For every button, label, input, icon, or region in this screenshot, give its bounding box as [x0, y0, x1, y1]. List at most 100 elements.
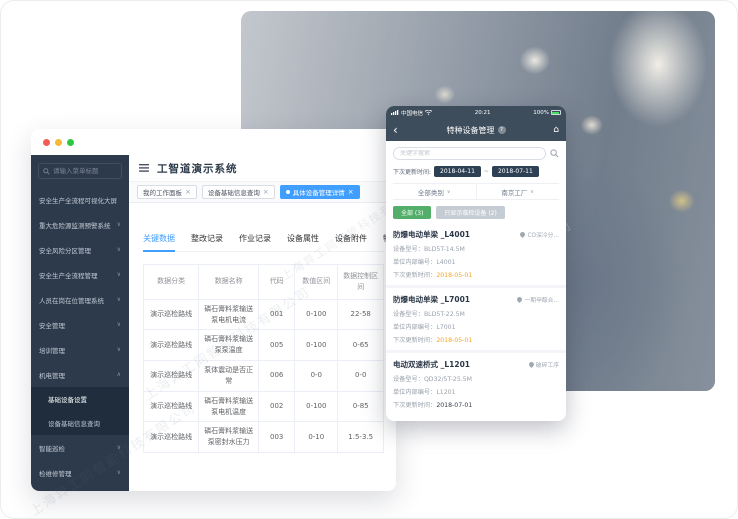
signal-icon — [391, 110, 399, 115]
carrier-label: 中国电信 — [401, 110, 424, 117]
keyword-search-field[interactable] — [393, 147, 546, 160]
open-tab-label: 设备基础信息查询 — [207, 189, 260, 197]
sidebar: 安全生产全流程可视化大屏重大危险源监测预警系统∨安全风险分区管理∨安全生产全流程… — [31, 155, 129, 491]
table-cell: 0-85 — [337, 390, 384, 423]
location-pin-icon — [516, 295, 524, 304]
location-label: 破碎工序 — [535, 363, 559, 369]
dropdown-select[interactable]: 南京工厂 ∨ — [475, 184, 560, 199]
sidebar-subitem[interactable]: 基础设备设置 — [31, 387, 129, 411]
table-column-header: 数值区间 — [294, 264, 339, 300]
equipment-card[interactable]: 电动双速桥式 _L1201 破碎工序 设备型号：QD32/5T-25.5M 单位内部编… — [386, 353, 566, 415]
chevron-down-icon: ∨ — [116, 444, 121, 451]
sidebar-item[interactable]: 安全生产全流程可视化大屏 — [31, 187, 129, 212]
hamburger-menu-icon[interactable] — [139, 164, 149, 172]
close-icon[interactable]: × — [262, 188, 269, 196]
filter-chip[interactable]: 只显示临检设备 (2) — [436, 206, 505, 219]
equipment-card-list: 防爆电动单梁 _L4001 CO深冷分... 设备型号：BLD5T-14.5M 单位内… — [386, 223, 566, 415]
close-window-button[interactable] — [43, 138, 50, 146]
open-tab-label: 具体设备管理详情 — [292, 189, 345, 197]
table-row: 演示巡检路线 磷石膏料浆输送泵密封水压力 003 0-10 1.5-3.5 — [142, 421, 384, 454]
search-icon[interactable] — [550, 149, 559, 158]
chevron-down-icon: ∨ — [530, 188, 535, 195]
sidebar-item[interactable]: 培训管理 ∨ — [31, 337, 129, 362]
chevron-down-icon: ∨ — [116, 346, 121, 353]
main-panel: 工智道演示系统 我的工作面板 × 设备基础信息查询 × 具体设备管理详情 × 关键数据 整改… — [129, 155, 396, 491]
back-icon[interactable]: ‹ — [393, 123, 398, 137]
next-update-line: 下次更新时间：2018-07-01 — [393, 400, 559, 409]
model-line: 设备型号：QD32/5T-25.5M — [393, 374, 559, 383]
tab-active[interactable]: 关键数据 — [143, 233, 175, 252]
open-tab-chip[interactable]: 我的工作面板 × — [137, 185, 197, 199]
equipment-card[interactable]: 防爆电动单梁 _L4001 CO深冷分... 设备型号：BLD5T-14.5M 单位内… — [386, 223, 566, 288]
sidebar-search[interactable] — [38, 163, 122, 179]
card-header: 电动双速桥式 _L1201 破碎工序 — [393, 359, 559, 370]
internal-number-line: 单位内部编号：L7001 — [393, 322, 559, 331]
sidebar-item-label: 设备基础信息查询 — [48, 420, 100, 428]
date-separator: ~ — [483, 168, 489, 175]
tab-item[interactable]: 作业记录 — [239, 234, 271, 243]
table-cell: 1.5-3.5 — [337, 421, 384, 454]
dropdown-select[interactable]: 全部类别 ∨ — [393, 184, 476, 199]
internal-number-label: 单位内部编号： — [393, 324, 437, 331]
next-update-value: 2018-05-01 — [436, 272, 473, 279]
table-column-header: 数据名称 — [198, 264, 260, 300]
table-cell: 泵体震动是否正常 — [198, 360, 260, 392]
tab-item[interactable]: 设备属性 — [287, 234, 319, 243]
model-label: 设备型号： — [393, 376, 424, 383]
table-cell: 006 — [258, 360, 296, 392]
keyword-search-input[interactable] — [400, 150, 539, 157]
sidebar-item[interactable]: 机电管理 ∧ — [31, 362, 129, 387]
table-cell: 演示巡检路线 — [142, 421, 200, 454]
chevron-down-icon: ∨ — [116, 271, 121, 278]
table-cell: 002 — [258, 390, 296, 423]
sidebar-item[interactable]: 安全风险分区管理 ∨ — [31, 237, 129, 262]
start-date-button[interactable]: 2018-04-11 — [434, 166, 481, 177]
table-cell: 22-58 — [337, 298, 384, 331]
minimize-window-button[interactable] — [55, 138, 62, 146]
home-icon[interactable]: ⌂ — [553, 125, 559, 135]
location-label: 一期甲醇合... — [524, 298, 559, 304]
tab-item[interactable]: 整改记录 — [191, 234, 223, 243]
internal-number-label: 单位内部编号： — [393, 259, 437, 266]
end-date-button[interactable]: 2018-07-11 — [491, 166, 539, 177]
table-cell: 0-100 — [294, 329, 339, 362]
active-dot-icon — [285, 190, 290, 194]
phone-filters: 下次更新时间: 2018-04-11 ~ 2018-07-11 全部类别∨南京工… — [386, 141, 566, 219]
sidebar-item[interactable]: 智能巡检 ∨ — [31, 435, 129, 460]
zoom-window-button[interactable] — [67, 138, 74, 146]
filter-chip[interactable]: 全部 (3) — [393, 206, 432, 219]
open-tabs-bar: 我的工作面板 × 设备基础信息查询 × 具体设备管理详情 × — [129, 181, 396, 203]
sidebar-item-label: 人员在岗在位管理系统 — [39, 296, 104, 305]
sidebar-item-label: 培训管理 — [39, 346, 65, 355]
page-title: 工智道演示系统 — [157, 162, 238, 175]
sidebar-item[interactable]: 检维修管理 ∨ — [31, 460, 129, 485]
wifi-icon — [425, 110, 433, 115]
model-line: 设备型号：BLD5T-14.5M — [393, 244, 559, 253]
close-icon[interactable]: × — [185, 188, 191, 196]
table-column-header: 数据分类 — [142, 264, 200, 300]
sidebar-item[interactable]: 安全生产全流程管理 ∨ — [31, 262, 129, 287]
model-value: BLD5T-14.5M — [423, 246, 465, 253]
window-titlebar — [31, 129, 396, 155]
equipment-location: CO深冷分... — [519, 230, 559, 239]
tab-item[interactable]: 设备附件 — [335, 234, 367, 243]
help-icon[interactable]: ? — [497, 126, 506, 134]
sidebar-subitem[interactable]: 设备基础信息查询 — [31, 411, 129, 435]
chevron-up-icon: ∧ — [116, 371, 121, 378]
open-tab-chip[interactable]: 具体设备管理详情 × — [279, 185, 360, 199]
model-value: QD32/5T-25.5M — [423, 376, 473, 383]
sidebar-item[interactable]: 重大危险源监测预警系统 ∨ — [31, 212, 129, 237]
filter-chip-row: 全部 (3) 只显示临检设备 (2) — [393, 206, 559, 219]
table-cell: 磷石膏料浆输送泵电机电流 — [198, 298, 260, 331]
battery-percent-label: 100% — [533, 109, 549, 116]
sidebar-search-input[interactable] — [53, 167, 117, 175]
equipment-card[interactable]: 防爆电动单梁 _L7001 一期甲醇合... 设备型号：BLD5T-22.5M 单位内… — [386, 288, 566, 353]
sidebar-item-label: 基础设备设置 — [48, 396, 87, 404]
close-icon[interactable]: × — [347, 188, 354, 196]
table-column-header: 数据控制区间 — [337, 264, 384, 300]
sidebar-item[interactable]: 安全管理 ∨ — [31, 312, 129, 337]
chevron-down-icon: ∨ — [116, 246, 121, 253]
chevron-down-icon: ∨ — [116, 221, 121, 228]
sidebar-item[interactable]: 人员在岗在位管理系统 ∨ — [31, 287, 129, 312]
open-tab-chip[interactable]: 设备基础信息查询 × — [201, 185, 275, 199]
